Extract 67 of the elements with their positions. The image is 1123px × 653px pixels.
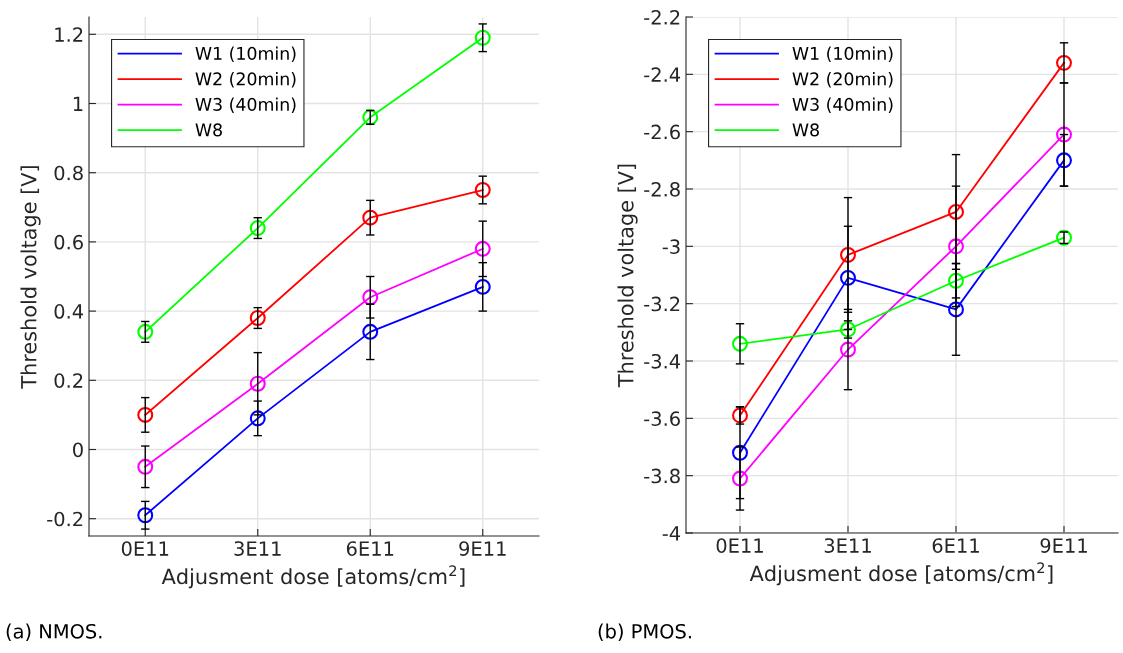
point [1056, 126, 1072, 143]
point [732, 335, 748, 352]
y-tick-label: 0.2 [54, 373, 83, 388]
point [948, 238, 964, 255]
point [137, 458, 154, 475]
x-axis-title: Adjusment dose [atoms/cm$^{2}$] [749, 562, 1053, 586]
y-tick-label: 1 [73, 96, 83, 111]
legend-label: W2 (20min) [792, 72, 893, 88]
legend-label: W1 (10min) [195, 46, 296, 62]
x-tick-label: 3E11 [824, 538, 871, 553]
y-tick-label: -3.8 [644, 468, 680, 484]
y-tick-label: 0.8 [54, 165, 83, 181]
point [474, 278, 491, 295]
point [249, 220, 266, 237]
y-tick-label: -2.4 [644, 67, 681, 82]
y-tick-label: 0.4 [54, 304, 84, 319]
text: (a) NMOS. [6, 623, 102, 641]
legend-label: W8 [195, 123, 222, 137]
point [362, 289, 379, 306]
point [474, 182, 491, 198]
point [948, 301, 964, 318]
y-tick-label: -3.2 [644, 296, 680, 312]
point [362, 323, 379, 340]
point [948, 203, 964, 220]
y-tick-label: -3.6 [644, 411, 680, 426]
y-tick-label: 0.6 [54, 234, 83, 250]
text: (b) PMOS. [598, 623, 691, 641]
point [732, 444, 748, 461]
point [1056, 54, 1072, 71]
x-tick-label: 9E11 [459, 541, 506, 556]
point [732, 470, 748, 487]
legend-label: W2 (20min) [195, 72, 296, 88]
y-tick-label: -2.6 [644, 124, 680, 140]
x-tick-label: 6E11 [346, 541, 394, 556]
x-tick-label: 6E11 [932, 538, 979, 553]
y-axis-title: Threshold voltage [V] [617, 164, 638, 388]
y-axis-title: Threshold voltage [V] [20, 166, 41, 389]
point [840, 269, 856, 286]
point [474, 29, 491, 46]
y-tick-label: -3 [662, 239, 680, 254]
y-tick-label: -0.2 [47, 511, 83, 527]
legend-label: W3 (40min) [195, 97, 296, 113]
point [948, 272, 964, 289]
y-tick-label: 0 [73, 442, 83, 458]
legend-label: W8 [792, 123, 819, 137]
point [249, 410, 266, 427]
x-axis-title: Adjusment dose [atoms/cm$^{2}$] [161, 565, 465, 589]
legend-label: W3 (40min) [792, 97, 893, 113]
point [249, 375, 266, 392]
y-tick-label: -3.4 [644, 353, 681, 369]
y-tick-label: -2.8 [644, 181, 680, 197]
x-tick-label: 9E11 [1040, 538, 1087, 553]
y-tick-label: -4 [662, 526, 681, 541]
point [249, 310, 266, 326]
x-tick-label: 0E11 [716, 538, 763, 553]
y-tick-label: 1.2 [55, 27, 83, 42]
y-tick-label: -2.2 [644, 9, 680, 25]
point [1056, 152, 1072, 169]
point [474, 240, 491, 257]
legend-label: W1 (10min) [792, 46, 893, 62]
x-tick-label: 3E11 [234, 541, 281, 556]
point [840, 246, 856, 263]
point [137, 507, 154, 524]
point [840, 341, 856, 358]
point [362, 209, 379, 226]
point [137, 406, 154, 423]
x-tick-label: 0E11 [121, 541, 169, 556]
